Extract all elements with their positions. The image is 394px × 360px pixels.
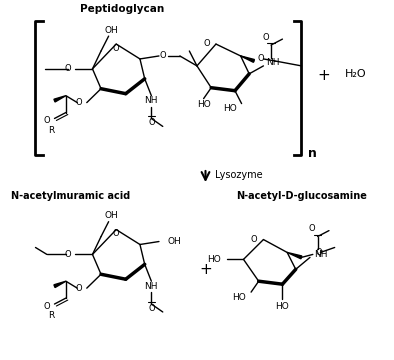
Text: Lysozyme: Lysozyme	[215, 170, 263, 180]
Text: O: O	[75, 284, 82, 293]
Polygon shape	[241, 56, 255, 62]
Text: HO: HO	[275, 302, 289, 311]
Text: OH: OH	[167, 237, 181, 246]
Polygon shape	[54, 281, 66, 288]
Polygon shape	[54, 96, 66, 102]
Text: O: O	[75, 98, 82, 107]
Text: +: +	[199, 262, 212, 277]
Text: O: O	[258, 54, 264, 63]
Text: R: R	[48, 126, 55, 135]
Text: HO: HO	[223, 104, 237, 113]
Text: NH: NH	[145, 96, 158, 105]
Polygon shape	[287, 252, 302, 259]
Text: HO: HO	[232, 293, 246, 302]
Text: n: n	[308, 147, 317, 160]
Text: N-acetylmuramic acid: N-acetylmuramic acid	[11, 191, 130, 201]
Text: O: O	[113, 229, 119, 238]
Text: O: O	[148, 303, 155, 312]
Text: O: O	[309, 224, 315, 233]
Text: NH: NH	[314, 250, 327, 259]
Text: +: +	[318, 68, 331, 83]
Text: Peptidoglycan: Peptidoglycan	[80, 4, 164, 14]
Text: NH: NH	[266, 58, 280, 67]
Text: HO: HO	[207, 255, 221, 264]
Text: O: O	[43, 302, 50, 311]
Text: NH: NH	[145, 282, 158, 291]
Text: O: O	[316, 248, 322, 257]
Text: H₂O: H₂O	[345, 69, 366, 79]
Text: O: O	[148, 118, 155, 127]
Text: O: O	[64, 250, 71, 259]
Text: O: O	[65, 64, 72, 73]
Text: O: O	[251, 235, 257, 244]
Text: O: O	[43, 116, 50, 125]
Text: OH: OH	[104, 26, 118, 35]
Text: O: O	[160, 51, 166, 60]
Text: R: R	[48, 311, 55, 320]
Text: O: O	[262, 33, 269, 42]
Text: OH: OH	[104, 211, 118, 220]
Text: HO: HO	[197, 100, 210, 109]
Text: O: O	[203, 39, 210, 48]
Text: O: O	[113, 44, 119, 53]
Text: N-acetyl-D-glucosamine: N-acetyl-D-glucosamine	[236, 191, 367, 201]
